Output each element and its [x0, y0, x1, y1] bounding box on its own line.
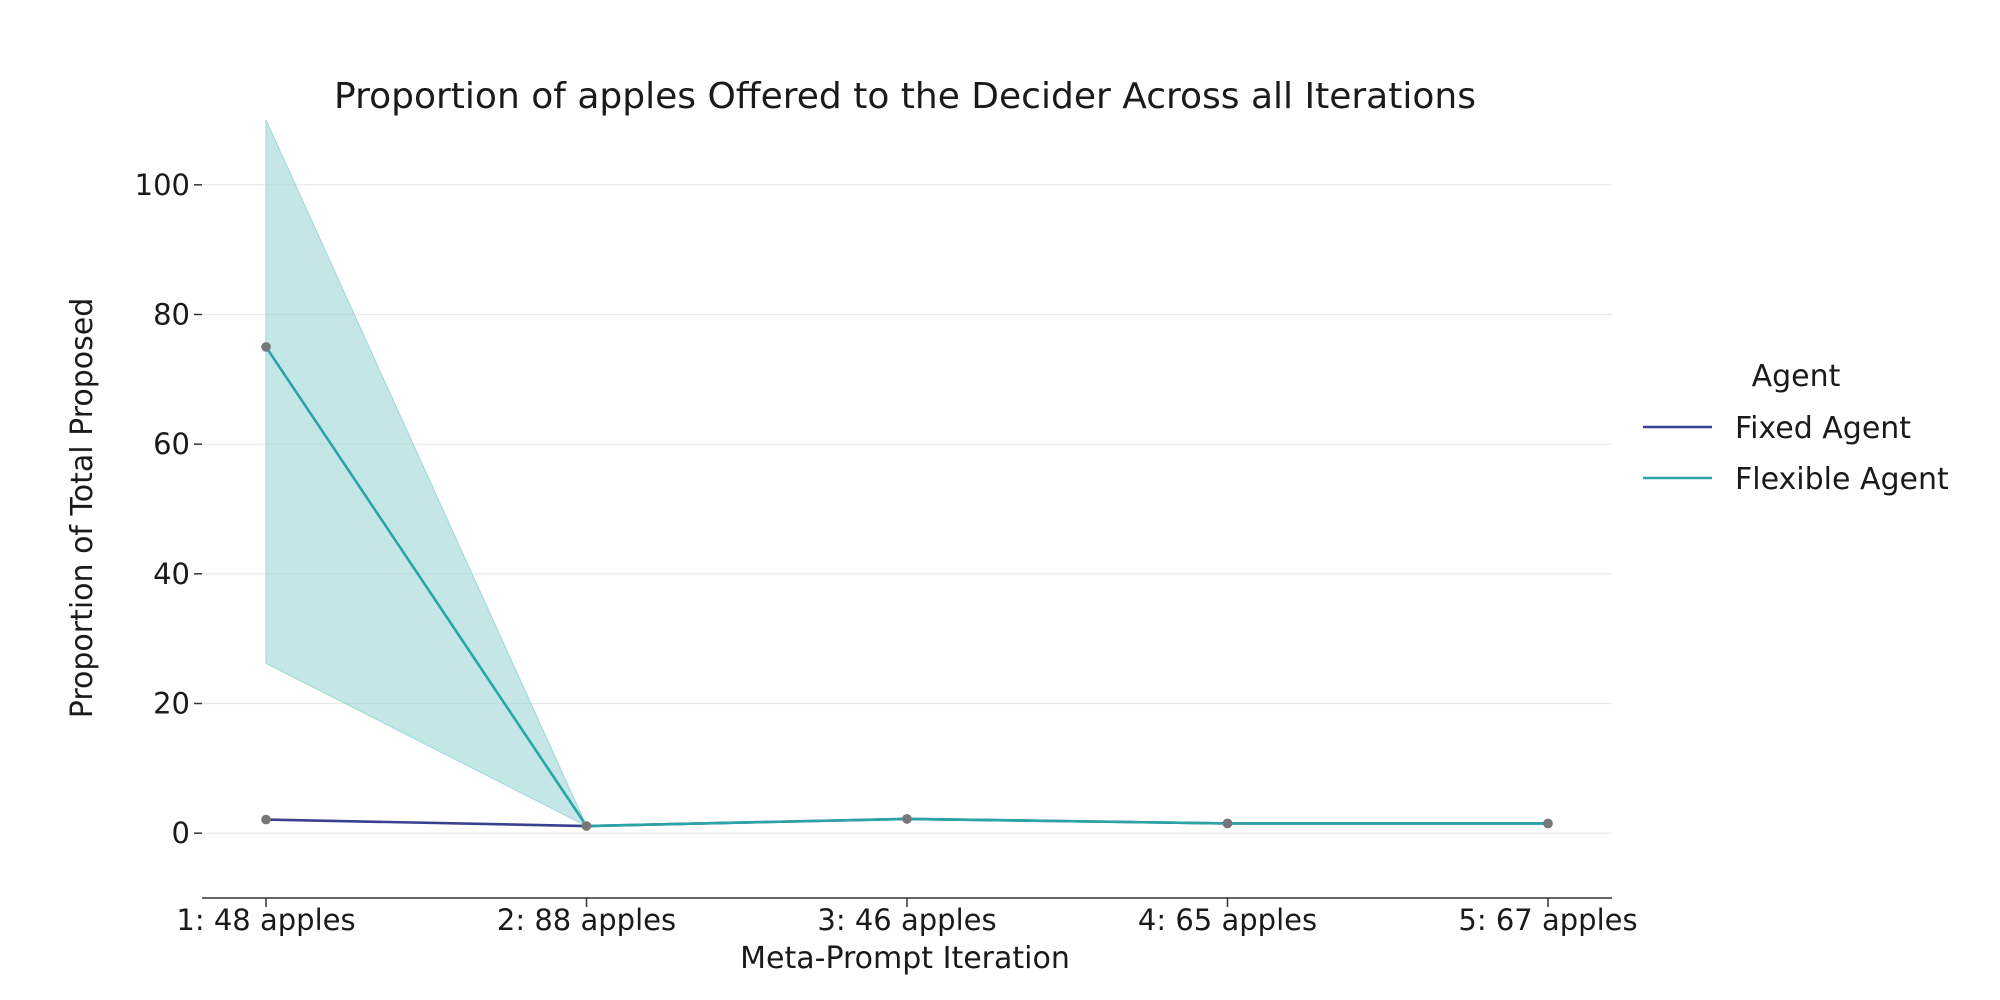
legend: Agent Fixed Agent Flexible Agent: [1643, 359, 1949, 497]
x-tick-label: 2: 88 apples: [497, 903, 676, 937]
y-axis: 0 20 40 60 80 100: [135, 168, 202, 850]
x-tick-label: 1: 48 apples: [176, 903, 355, 937]
x-axis: 1: 48 apples 2: 88 apples 3: 46 apples 4: 6…: [176, 897, 1638, 937]
data-point: [902, 814, 912, 824]
data-point: [581, 821, 592, 831]
confidence-bands: [265, 119, 1548, 827]
y-axis-label: Proportion of Total Proposed: [65, 298, 100, 719]
legend-label: Flexible Agent: [1735, 462, 1949, 497]
x-tick-label: 4: 65 apples: [1138, 903, 1317, 937]
x-axis-label: Meta-Prompt Iteration: [740, 941, 1070, 976]
legend-label: Fixed Agent: [1735, 411, 1911, 446]
confidence-band-2: [265, 119, 1548, 827]
y-tick-label: 40: [153, 557, 190, 591]
y-tick-label: 0: [172, 816, 190, 850]
x-tick-label: 3: 46 apples: [817, 903, 996, 937]
legend-title: Agent: [1752, 359, 1841, 394]
x-tick-label: 5: 67 apples: [1458, 903, 1637, 937]
data-points: [261, 342, 1553, 831]
y-tick-label: 100: [135, 168, 190, 202]
y-tick-label: 80: [153, 298, 190, 332]
chart-title: Proportion of apples Offered to the Deci…: [334, 76, 1476, 117]
data-point: [261, 814, 271, 825]
y-tick-label: 20: [153, 687, 190, 721]
y-tick-label: 60: [153, 427, 190, 461]
data-point: [261, 342, 271, 352]
data-point: [1222, 818, 1233, 829]
data-point: [1543, 818, 1553, 829]
